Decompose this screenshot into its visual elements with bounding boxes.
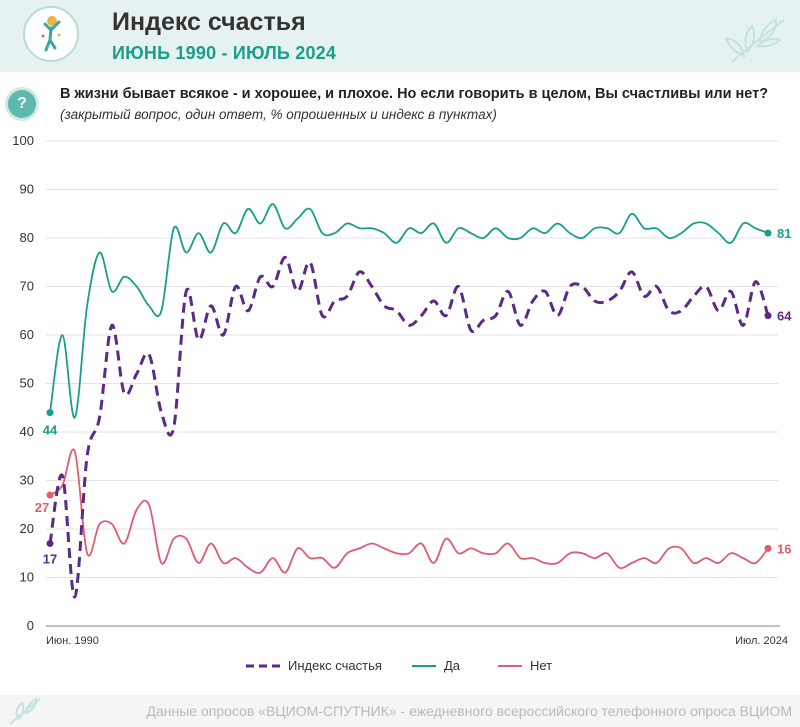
legend-item-no: Нет xyxy=(498,658,552,673)
y-tick-label: 60 xyxy=(20,327,34,342)
start-label-index: 17 xyxy=(43,552,57,567)
start-label-yes: 44 xyxy=(43,423,58,438)
line-chart: 0 10 20 30 40 50 60 70 80 90 100 Июн. 1990 Июл. 2024… xyxy=(12,133,792,647)
series-line-no xyxy=(49,448,769,574)
legend-item-yes: Да xyxy=(412,658,460,673)
end-point-index xyxy=(764,312,772,320)
legend-label-index: Индекс счастья xyxy=(288,658,382,673)
series-line-yes xyxy=(49,203,769,419)
y-tick-label: 70 xyxy=(20,279,34,294)
end-label-no: 16 xyxy=(777,541,791,556)
y-tick-label: 20 xyxy=(20,521,34,536)
y-tick-label: 100 xyxy=(12,133,34,148)
y-tick-label: 90 xyxy=(20,182,34,197)
y-tick-label: 0 xyxy=(27,618,34,633)
period-subtitle: ИЮНЬ 1990 - ИЮЛЬ 2024 xyxy=(112,43,337,63)
footer-band: Данные опросов «ВЦИОМ-СПУТНИК» - ежеднев… xyxy=(0,695,800,727)
end-point-no xyxy=(764,544,772,552)
footer-source: Данные опросов «ВЦИОМ-СПУТНИК» - ежеднев… xyxy=(146,703,792,719)
series-line-index xyxy=(48,255,770,599)
y-tick-label: 40 xyxy=(20,424,34,439)
end-label-index: 64 xyxy=(777,309,792,324)
end-label-yes: 81 xyxy=(777,226,791,241)
start-label-no: 27 xyxy=(35,500,49,515)
start-point-yes xyxy=(46,409,54,417)
x-tick-label-start: Июн. 1990 xyxy=(46,635,99,647)
y-tick-label: 50 xyxy=(20,376,34,391)
happy-person-icon xyxy=(23,6,79,62)
leaf-icon xyxy=(9,697,41,725)
header-band: Индекс счастья ИЮНЬ 1990 - ИЮЛЬ 2024 xyxy=(0,0,800,72)
page-title: Индекс счастья xyxy=(112,8,306,36)
legend-label-no: Нет xyxy=(530,658,553,673)
start-point-no xyxy=(46,491,54,499)
survey-question: В жизни бывает всякое - и хорошее, и пло… xyxy=(60,86,769,102)
question-icon: ? xyxy=(8,90,36,118)
legend-item-index: Индекс счастья xyxy=(246,658,382,673)
leaf-icon xyxy=(724,18,785,63)
survey-question-note: (закрытый вопрос, один ответ, % опрошенн… xyxy=(60,107,497,122)
legend-label-yes: Да xyxy=(444,658,461,673)
start-point-index xyxy=(46,540,54,548)
y-tick-label: 80 xyxy=(20,230,34,245)
x-tick-label-end: Июл. 2024 xyxy=(735,635,788,647)
end-point-yes xyxy=(764,229,772,237)
y-tick-label: 10 xyxy=(20,570,34,585)
y-tick-label: 30 xyxy=(20,473,34,488)
